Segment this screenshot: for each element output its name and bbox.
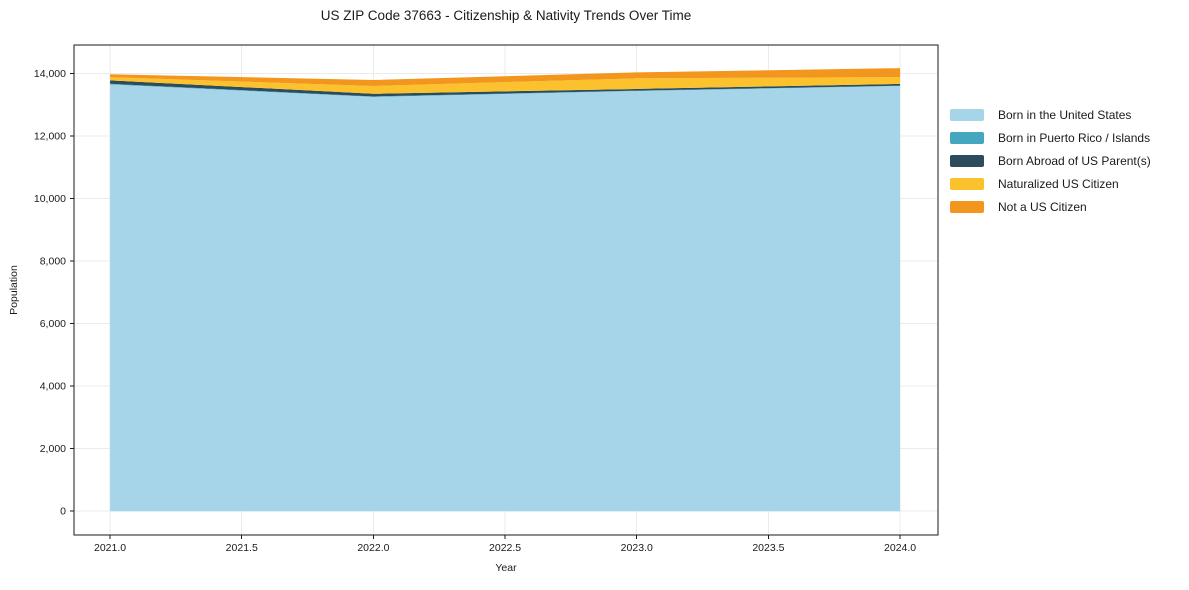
area-born-in-puerto-rico-islands — [110, 83, 901, 97]
legend-item-naturalized-us-citizen: Naturalized US Citizen — [950, 172, 1188, 195]
x-tick-label: 2023.5 — [752, 542, 784, 554]
x-tick-label: 2021.5 — [226, 542, 258, 554]
x-tick-label: 2024.0 — [884, 542, 916, 554]
y-axis-ticks: 0 2,000 4,000 6,000 8,000 10,000 12,000 14,000 — [34, 68, 74, 518]
legend-label: Born in the United States — [998, 107, 1132, 122]
legend-item-born-abroad-of-us-parent-s: Born Abroad of US Parent(s) — [950, 149, 1188, 172]
x-tick-label: 2022.0 — [357, 542, 389, 554]
area-born-abroad-of-us-parent-s — [110, 80, 901, 97]
plot-frame — [73, 44, 939, 536]
legend-label: Born in Puerto Rico / Islands — [998, 130, 1151, 145]
legend-label: Naturalized US Citizen — [998, 176, 1119, 191]
x-axis-ticks: 2021.0 2021.5 2022.0 2022.5 2023.0 2023.5 2024… — [94, 535, 916, 554]
y-tick-label: 6,000 — [40, 318, 66, 330]
legend-item-born-in-puerto-rico-islands: Born in Puerto Rico / Islands — [950, 126, 1188, 149]
x-tick-label: 2022.5 — [489, 542, 521, 554]
x-tick-label: 2021.0 — [94, 542, 126, 554]
y-axis-label: Population — [8, 265, 20, 315]
legend-swatch-naturalized-us-citizen — [950, 177, 984, 190]
legend-swatch-born-abroad-of-us-parent-s — [950, 154, 984, 167]
x-axis-label: Year — [495, 562, 517, 574]
y-tick-label: 14,000 — [34, 68, 66, 80]
legend-swatch-born-in-the-united-states — [950, 108, 984, 121]
legend-label: Not a US Citizen — [998, 199, 1087, 214]
legend-swatch-born-in-puerto-rico-islands — [950, 131, 984, 144]
legend-item-born-in-the-united-states: Born in the United States — [950, 103, 1188, 126]
x-tick-label: 2023.0 — [621, 542, 653, 554]
legend: Born in the United States Born in Puerto … — [950, 103, 1188, 218]
chart-title: US ZIP Code 37663 - Citizenship & Nativi… — [320, 8, 692, 23]
area-born-in-the-united-states — [110, 84, 901, 512]
area-naturalized-us-citizen — [110, 77, 901, 94]
legend-swatch-not-a-us-citizen — [950, 200, 984, 213]
legend-item-not-a-us-citizen: Not a US Citizen — [950, 195, 1188, 218]
y-tick-label: 2,000 — [40, 443, 66, 455]
stacked-areas — [110, 68, 901, 512]
y-tick-label: 4,000 — [40, 381, 66, 393]
y-tick-label: 0 — [60, 506, 66, 518]
y-tick-label: 8,000 — [40, 256, 66, 268]
area-not-a-us-citizen — [110, 68, 901, 86]
y-tick-label: 12,000 — [34, 130, 66, 142]
y-tick-label: 10,000 — [34, 193, 66, 205]
legend-label: Born Abroad of US Parent(s) — [998, 153, 1151, 168]
